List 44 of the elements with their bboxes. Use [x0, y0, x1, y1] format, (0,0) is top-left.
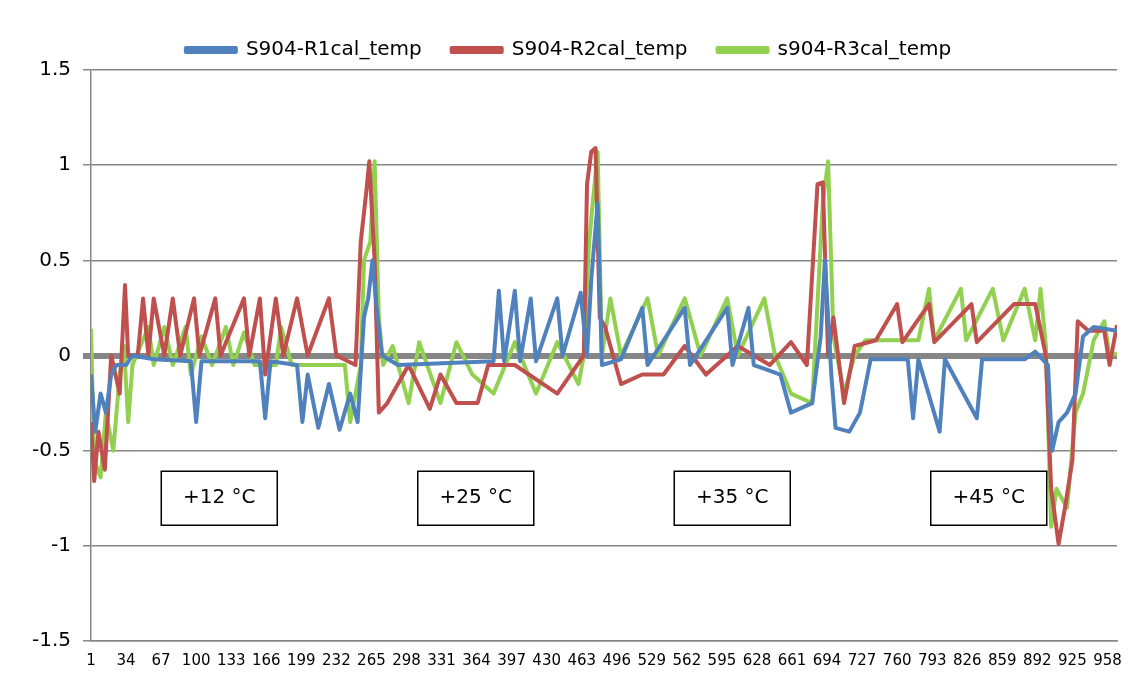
y-tick-label: 0.5	[39, 246, 72, 271]
annotation: +35 °C	[695, 484, 769, 509]
x-tick-label: 364	[462, 650, 491, 669]
y-tick-label: 0	[58, 341, 72, 366]
x-tick-label: 298	[392, 650, 421, 669]
x-tick-label: 925	[1058, 650, 1087, 669]
x-tick-label: 265	[357, 650, 386, 669]
y-tick-label: 1.5	[39, 56, 72, 81]
x-tick-label: 958	[1093, 650, 1122, 669]
legend-label: S904-R1cal_temp	[245, 36, 422, 61]
x-tick-label: 133	[216, 650, 246, 669]
x-tick-label: 199	[287, 650, 316, 669]
x-tick-label: 529	[637, 650, 667, 669]
x-tick-label: 661	[777, 650, 807, 669]
x-tick-label: 1	[86, 650, 96, 669]
x-tick-label: 430	[532, 650, 561, 669]
x-tick-label: 892	[1023, 650, 1052, 669]
y-tick-label: 1	[58, 151, 72, 176]
x-tick-label: 67	[151, 650, 171, 669]
x-tick-label: 232	[322, 650, 351, 669]
x-tick-label: 562	[672, 650, 702, 669]
x-tick-label: 496	[602, 650, 632, 669]
x-tick-label: 331	[427, 650, 456, 669]
annotation: +45 °C	[952, 484, 1026, 509]
y-tick-label: -1.5	[31, 627, 72, 652]
x-tick-label: 628	[742, 650, 772, 669]
x-tick-label: 595	[707, 650, 737, 669]
legend-label: S904-R2cal_temp	[511, 36, 688, 61]
legend-label: s904-R3cal_temp	[777, 36, 952, 61]
annotation: +25 °C	[439, 484, 513, 509]
y-tick-label: -1	[51, 532, 72, 557]
x-tick-label: 793	[917, 650, 947, 669]
x-tick-label: 694	[812, 650, 842, 669]
x-tick-label: 34	[116, 650, 136, 669]
x-tick-label: 859	[987, 650, 1017, 669]
annotation: +12 °C	[183, 484, 256, 509]
x-tick-label: 166	[251, 650, 281, 669]
x-tick-label: 727	[847, 650, 877, 669]
x-tick-label: 100	[181, 650, 211, 669]
x-tick-label: 760	[882, 650, 912, 669]
y-tick-label: -0.5	[31, 436, 72, 461]
x-tick-label: 397	[497, 650, 526, 669]
x-tick-label: 826	[952, 650, 982, 669]
x-tick-label: 463	[567, 650, 597, 669]
